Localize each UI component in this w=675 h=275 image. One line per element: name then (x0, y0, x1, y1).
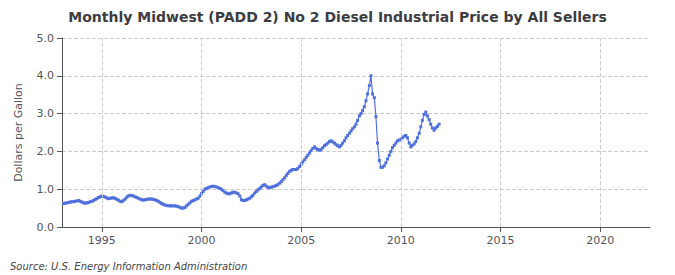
svg-text:2010: 2010 (387, 234, 415, 247)
svg-text:Dollars per Gallon: Dollars per Gallon (12, 83, 25, 182)
svg-text:1.0: 1.0 (37, 183, 55, 196)
svg-text:2015: 2015 (487, 234, 515, 247)
svg-text:3.0: 3.0 (37, 107, 55, 120)
svg-text:2020: 2020 (586, 234, 614, 247)
svg-text:0.0: 0.0 (37, 221, 55, 234)
svg-text:Source: U.S. Energy Informatio: Source: U.S. Energy Information Administ… (10, 261, 247, 272)
svg-text:1995: 1995 (88, 234, 116, 247)
svg-text:2.0: 2.0 (37, 145, 55, 158)
svg-text:4.0: 4.0 (37, 69, 55, 82)
svg-text:2005: 2005 (287, 234, 315, 247)
svg-text:Monthly Midwest (PADD 2) No 2: Monthly Midwest (PADD 2) No 2 Diesel Ind… (68, 9, 607, 25)
svg-text:2000: 2000 (188, 234, 216, 247)
svg-text:5.0: 5.0 (37, 32, 55, 45)
